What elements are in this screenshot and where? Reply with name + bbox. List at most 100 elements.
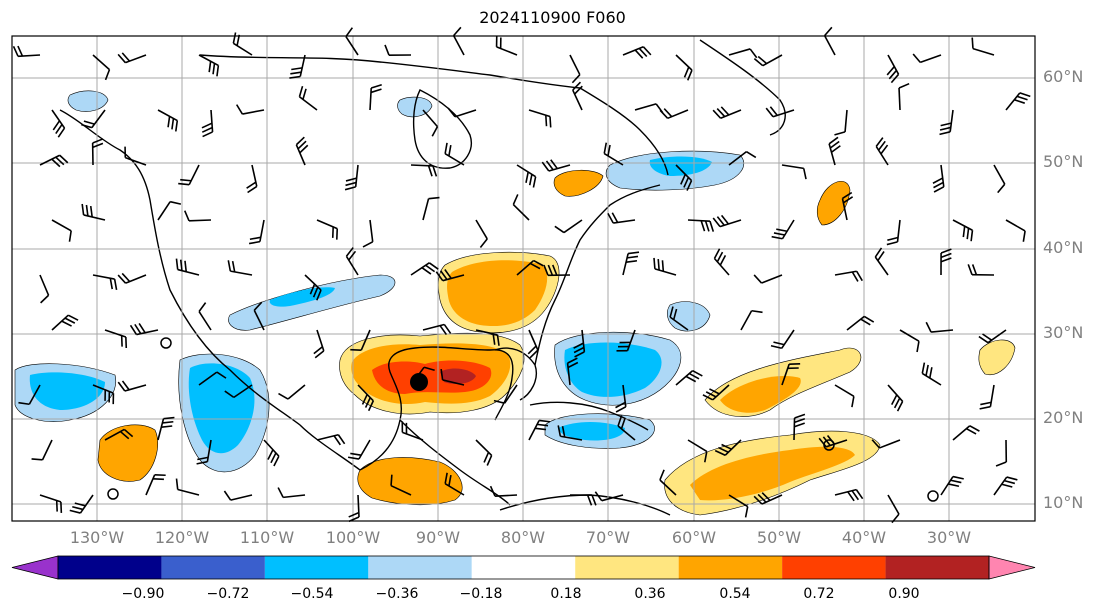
wind-barb <box>834 488 864 502</box>
wind-barb <box>369 83 382 111</box>
wind-barb <box>175 478 200 496</box>
wind-barb <box>781 363 801 386</box>
wind-barb <box>232 32 253 56</box>
pacific-positive-anomaly <box>97 424 159 482</box>
wind-barb <box>39 274 50 304</box>
northeast-atlantic-positive-anomaly <box>978 339 1016 376</box>
wind-barb <box>39 494 63 513</box>
wind-barb <box>422 323 452 336</box>
colorbar-segment <box>161 556 265 579</box>
lon-label-40w: 40°W <box>841 528 887 547</box>
wind-barb <box>541 159 571 172</box>
lon-label-80w: 80°W <box>500 528 546 547</box>
wind-barb <box>712 214 742 228</box>
wind-barb <box>925 321 954 333</box>
wind-barb <box>129 323 159 336</box>
gulf-positive-anomaly-strong <box>372 360 492 394</box>
wind-barb <box>818 435 848 448</box>
small-circle-marker-2 <box>160 337 172 349</box>
wind-barb <box>834 384 855 408</box>
wind-barb <box>410 262 439 276</box>
map-title: 2024110900 F060 <box>479 8 626 27</box>
wind-barb <box>617 415 636 441</box>
wind-barb <box>622 251 640 276</box>
colorbar-segment <box>885 556 989 579</box>
wind-barb <box>687 439 708 463</box>
great-lakes-positive-anomaly <box>553 169 604 197</box>
pacific-negative-anomaly-central-mid <box>188 363 255 454</box>
wind-barb <box>687 219 715 232</box>
wind-barb <box>753 274 783 284</box>
wind-barb <box>223 490 253 501</box>
wind-barb <box>834 109 848 136</box>
wind-barb <box>543 264 571 277</box>
wind-barb <box>447 107 477 118</box>
wind-barb <box>489 485 518 497</box>
wind-barb <box>887 384 904 412</box>
wind-barb <box>145 473 166 496</box>
wind-barb <box>235 104 265 115</box>
wind-barb <box>728 150 757 166</box>
wind-barb <box>607 212 636 224</box>
colorbar-tick-label: 0.54 <box>719 586 751 602</box>
wind-barb <box>493 384 518 404</box>
wind-barb <box>634 103 664 114</box>
wind-barb <box>616 329 636 352</box>
wind-barb <box>995 439 1008 467</box>
wind-barb <box>124 146 147 166</box>
wind-barb <box>313 329 325 359</box>
colorbar-extend-low <box>11 555 59 580</box>
wind-barb <box>932 164 945 193</box>
wind-barb <box>198 302 212 331</box>
wind-barb <box>91 138 104 166</box>
colorbar-segment <box>368 556 472 579</box>
lat-label-20n: 20°N <box>1043 408 1084 427</box>
labrador-coast <box>579 87 669 176</box>
tropical-cyclone-marker <box>410 373 428 391</box>
lon-label-50w: 50°W <box>756 528 802 547</box>
wind-barb <box>659 469 677 496</box>
wind-barb <box>347 439 371 460</box>
wind-barb <box>527 329 539 359</box>
wind-barb <box>846 315 875 331</box>
wind-barb <box>770 329 795 350</box>
lon-label-60w: 60°W <box>671 528 717 547</box>
wind-barb <box>971 37 995 56</box>
wind-barb <box>248 219 265 245</box>
wind-barb <box>899 329 920 353</box>
southeast-positive-anomaly-mid <box>447 260 548 327</box>
wind-barb <box>196 439 212 465</box>
wind-barb <box>390 474 412 496</box>
colorbar-tick-label: 0.18 <box>550 586 582 602</box>
wind-barb <box>263 439 280 467</box>
lon-label-130w: 130°W <box>69 528 125 547</box>
wind-barb <box>289 54 306 79</box>
central-america-positive-anomaly <box>357 457 463 506</box>
canada-arctic-coast <box>199 54 581 89</box>
southwest-us-negative-anomaly <box>228 274 396 331</box>
wind-barb <box>554 219 583 234</box>
wind-barb <box>528 109 552 128</box>
wind-barb <box>952 425 980 441</box>
colorbar-segment <box>678 556 783 579</box>
wind-barb <box>51 219 72 242</box>
lon-label-120w: 120°W <box>154 528 210 547</box>
colorbar-tick-label: 0.72 <box>803 586 835 602</box>
wind-barb <box>940 475 964 496</box>
north-america-west-coast <box>59 109 361 471</box>
wind-barb <box>51 314 79 331</box>
wind-barb <box>440 368 465 386</box>
wind-barb <box>350 329 371 351</box>
colorbar-tick-label: −0.72 <box>206 586 250 602</box>
wind-barb <box>675 164 693 191</box>
wind-barbs <box>12 26 1031 524</box>
greenland-coast <box>699 39 786 136</box>
wind-barb <box>401 421 424 441</box>
colorbar-tick-label: −0.36 <box>375 586 419 602</box>
wind-barb <box>104 428 134 441</box>
wind-barb <box>871 439 901 449</box>
wind-barb <box>198 371 227 386</box>
colorbar-extend-high <box>988 555 1036 580</box>
south-america-north-coast <box>499 494 671 516</box>
wind-barb <box>183 210 212 222</box>
